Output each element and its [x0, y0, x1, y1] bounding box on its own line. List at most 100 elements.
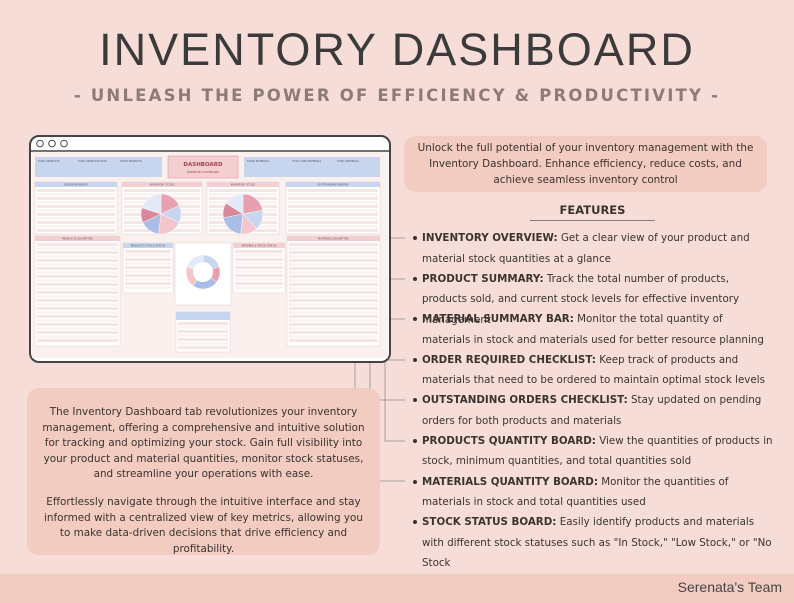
- table-row: [289, 251, 378, 254]
- panels: ORDER REQUIRED INVENTORY STOCK INVENTORY S…: [34, 181, 381, 353]
- bullet: [413, 479, 417, 484]
- table-row: [125, 282, 171, 285]
- paragraph: The Inventory Dashboard tab revolutioniz…: [42, 406, 365, 481]
- table-row: [288, 217, 378, 220]
- stats-bar: [35, 157, 162, 177]
- table-row: [37, 189, 115, 192]
- features: INVENTORY OVERVIEW: Get a clear view of …: [413, 228, 773, 569]
- table-row: [289, 295, 378, 298]
- table-row: [37, 283, 118, 286]
- table-row: [289, 299, 378, 302]
- donut-hole: [193, 262, 213, 282]
- table-row: [37, 295, 118, 298]
- table-row: [124, 189, 200, 192]
- feature-item: INVENTORY OVERVIEW: Get a clear view of …: [413, 228, 773, 269]
- footer: Serenata's Team: [677, 579, 782, 595]
- table-row: [289, 275, 378, 278]
- paragraph: Effortlessly navigate through the intuit…: [44, 495, 363, 555]
- table-row: [288, 189, 378, 192]
- panel-title: INVENTORY STOCK: [150, 183, 175, 187]
- feature-text: Get a clear view of your product and mat…: [422, 232, 750, 265]
- table-row: [37, 193, 115, 196]
- table-row: [288, 225, 378, 228]
- feature-item: MATERIALS QUANTITY BOARD: Monitor the qu…: [413, 472, 773, 513]
- table-row: [178, 342, 228, 345]
- table-row: [178, 326, 228, 329]
- table-row: [125, 254, 171, 257]
- pie-slice: [225, 193, 244, 215]
- table-row: [235, 286, 283, 289]
- table-row: [235, 270, 283, 273]
- feature-item: PRODUCT SUMMARY: Track the total number …: [413, 269, 773, 326]
- table-row: [289, 271, 378, 274]
- feature-label: MATERIAL SUMMARY BAR:: [422, 313, 574, 326]
- window-dot: [60, 139, 68, 148]
- feature-item: MATERIAL SUMMARY BAR: Monitor the total …: [413, 309, 773, 350]
- feature-item: STOCK STATUS BOARD: Easily identify prod…: [413, 512, 773, 569]
- panel-title: OUTSTANDING ORDERS: [318, 183, 349, 187]
- table-row: [125, 274, 171, 277]
- panel-header: [207, 182, 279, 187]
- feature-item: PRODUCTS QUANTITY BOARD: View the quanti…: [413, 431, 773, 472]
- table-row: [289, 315, 378, 318]
- bullet: [413, 276, 417, 281]
- description: The Inventory Dashboard tab revolutioniz…: [27, 388, 380, 555]
- table-row: [235, 274, 283, 277]
- table-row: [178, 338, 228, 341]
- table-row: [288, 205, 378, 208]
- table-row: [125, 278, 171, 281]
- window-dot: [48, 139, 56, 148]
- table-row: [37, 287, 118, 290]
- mini-subtitle: INVENTORY DASHBOARD: [187, 170, 219, 174]
- table-row: [37, 299, 118, 302]
- table-row: [289, 311, 378, 314]
- table-row: [289, 283, 378, 286]
- table-row: [37, 205, 115, 208]
- feature-text: Monitor the quantities of materials in s…: [422, 475, 729, 509]
- stats: TOTAL PRODUCTS TOTAL PRODUCTS SOLD STOCK P…: [38, 160, 359, 163]
- feature-text: Stay updated on pending orders for both …: [422, 394, 762, 427]
- table-row: [289, 303, 378, 306]
- bullet: [413, 357, 417, 362]
- table-row: [289, 263, 378, 266]
- table-row: [288, 221, 378, 224]
- stat-label: TOTAL PRODUCTS: [38, 160, 60, 163]
- table-row: [289, 327, 378, 330]
- table-row: [37, 279, 118, 282]
- table-row: [289, 259, 378, 262]
- table-row: [178, 334, 228, 337]
- table-row: [289, 339, 378, 342]
- table-row: [288, 197, 378, 200]
- feature-text: Track the total number of products, prod…: [422, 272, 740, 326]
- table-row: [37, 311, 118, 314]
- table-row: [37, 201, 115, 204]
- table-row: [289, 291, 378, 294]
- panel-header: [123, 243, 173, 248]
- table-row: [37, 319, 118, 322]
- table-row: [288, 229, 378, 232]
- table-row: [235, 282, 283, 285]
- table-row: [37, 209, 115, 212]
- stat-label: TOTAL PRODUCTS SOLD: [78, 160, 107, 163]
- table-row: [37, 303, 118, 306]
- feature-text: View the quantities of products in stock…: [422, 434, 773, 468]
- table-row: [37, 225, 115, 228]
- table-row: [37, 221, 115, 224]
- table-row: [235, 266, 283, 269]
- title-box: [167, 155, 239, 179]
- feature-label: MATERIALS QUANTITY BOARD:: [422, 475, 598, 488]
- features-heading: FEATURES: [530, 203, 655, 221]
- table-row: [37, 339, 118, 342]
- table-row: [37, 267, 118, 270]
- table-row: [235, 250, 283, 253]
- panel-header: [287, 236, 380, 241]
- feature-label: INVENTORY OVERVIEW:: [422, 232, 558, 244]
- table-row: [289, 287, 378, 290]
- table-row: [125, 250, 171, 253]
- panel-title: MATERIALS STOCK STATUS: [242, 244, 277, 248]
- table-row: [37, 307, 118, 310]
- table-row: [37, 247, 118, 250]
- table-row: [289, 335, 378, 338]
